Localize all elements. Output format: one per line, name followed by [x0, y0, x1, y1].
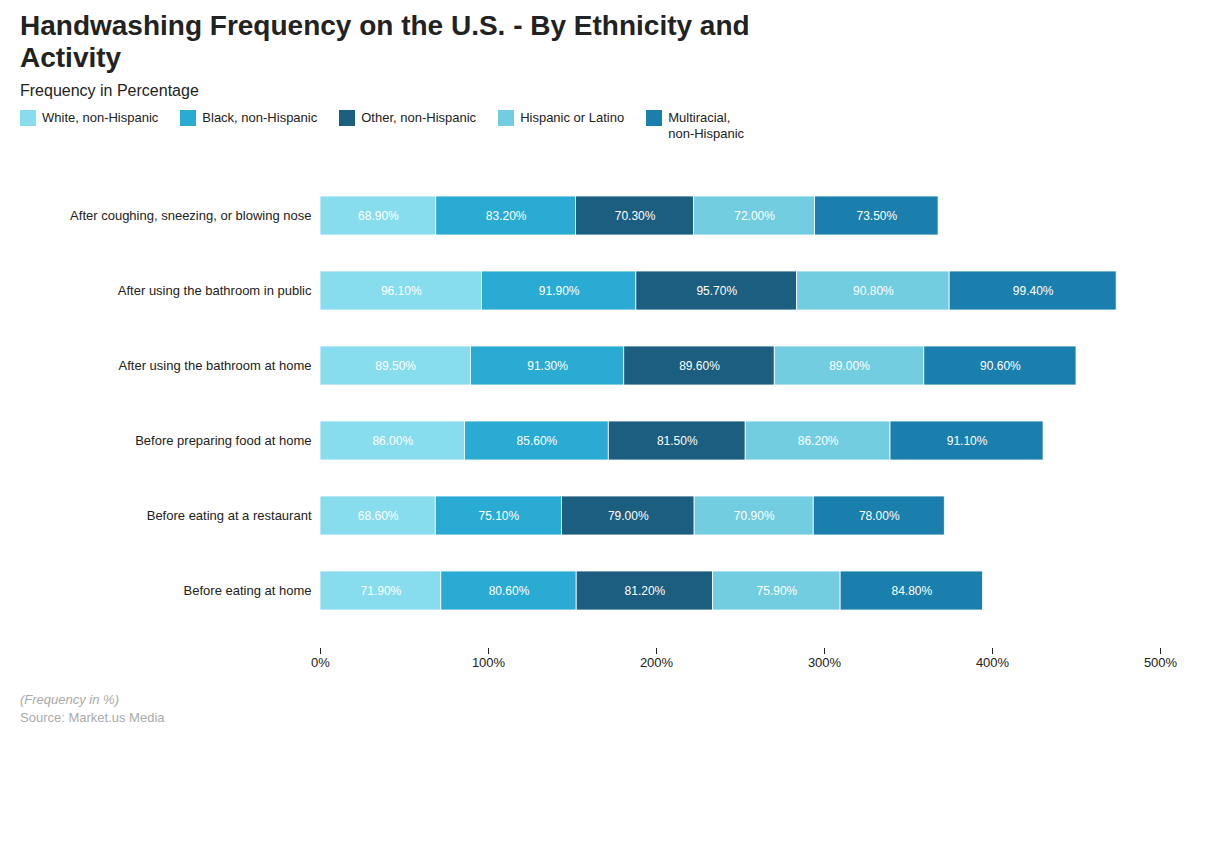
svg-text:99.40%: 99.40%	[1013, 283, 1054, 297]
svg-text:86.20%: 86.20%	[798, 433, 839, 447]
svg-text:96.10%: 96.10%	[381, 283, 422, 297]
svg-text:80.60%: 80.60%	[489, 583, 530, 597]
html-text:Handwashing Frequency on the U: Handwashing Frequency on the U.S. - By E…	[20, 10, 750, 74]
html-text:(Frequency in %): (Frequency in %)	[20, 691, 119, 707]
svg-text:75.90%: 75.90%	[757, 583, 798, 597]
svg-text:Before preparing food at home: Before preparing food at home	[135, 433, 311, 448]
svg-text:81.20%: 81.20%	[625, 583, 666, 597]
svg-text:75.10%: 75.10%	[478, 508, 519, 522]
svg-text:85.60%: 85.60%	[517, 433, 558, 447]
svg-text:78.00%: 78.00%	[859, 508, 900, 522]
svg-text:84.80%: 84.80%	[892, 583, 933, 597]
svg-text:86.00%: 86.00%	[372, 433, 413, 447]
svg-text:79.00%: 79.00%	[608, 508, 649, 522]
svg-text:89.00%: 89.00%	[829, 358, 870, 372]
svg-text:89.60%: 89.60%	[679, 358, 720, 372]
svg-text:70.90%: 70.90%	[734, 508, 775, 522]
html-text:Hispanic or Latino: Hispanic or Latino	[520, 110, 625, 126]
svg-text:200%: 200%	[640, 654, 674, 669]
svg-text:91.30%: 91.30%	[527, 358, 568, 372]
html-text:Black, non-Hispanic: Black, non-Hispanic	[202, 110, 318, 126]
svg-text:81.50%: 81.50%	[657, 433, 698, 447]
svg-text:500%: 500%	[1144, 654, 1178, 669]
svg-text:0%: 0%	[311, 654, 330, 669]
svg-text:After using the bathroom in pu: After using the bathroom in public	[118, 283, 312, 298]
svg-text:72.00%: 72.00%	[734, 208, 775, 222]
html-text:Frequency in Percentage: Frequency in Percentage	[20, 82, 199, 100]
svg-text:After coughing, sneezing, or b: After coughing, sneezing, or blowing nos…	[70, 208, 311, 223]
svg-text:100%: 100%	[472, 654, 506, 669]
svg-text:400%: 400%	[976, 654, 1010, 669]
svg-text:91.90%: 91.90%	[539, 283, 580, 297]
svg-text:300%: 300%	[808, 654, 842, 669]
svg-text:After using the bathroom at ho: After using the bathroom at home	[119, 358, 312, 373]
svg-text:83.20%: 83.20%	[486, 208, 527, 222]
svg-text:68.60%: 68.60%	[358, 508, 399, 522]
html-text:White, non-Hispanic: White, non-Hispanic	[42, 110, 159, 126]
svg-text:90.80%: 90.80%	[853, 283, 894, 297]
svg-text:68.90%: 68.90%	[358, 208, 399, 222]
svg-text:95.70%: 95.70%	[696, 283, 737, 297]
html-text:Other, non-Hispanic: Other, non-Hispanic	[361, 110, 477, 126]
svg-text:Before eating at home: Before eating at home	[184, 583, 312, 598]
svg-text:70.30%: 70.30%	[615, 208, 656, 222]
svg-text:91.10%: 91.10%	[947, 433, 988, 447]
html-text:Source: Market.us Media: Source: Market.us Media	[20, 709, 165, 725]
svg-text:Before eating at a restaurant: Before eating at a restaurant	[147, 508, 312, 523]
svg-text:71.90%: 71.90%	[361, 583, 402, 597]
svg-text:90.60%: 90.60%	[980, 358, 1021, 372]
svg-text:73.50%: 73.50%	[856, 208, 897, 222]
html-text:Multiracial, non-Hispanic: Multiracial, non-Hispanic	[668, 110, 745, 141]
svg-text:89.50%: 89.50%	[375, 358, 416, 372]
